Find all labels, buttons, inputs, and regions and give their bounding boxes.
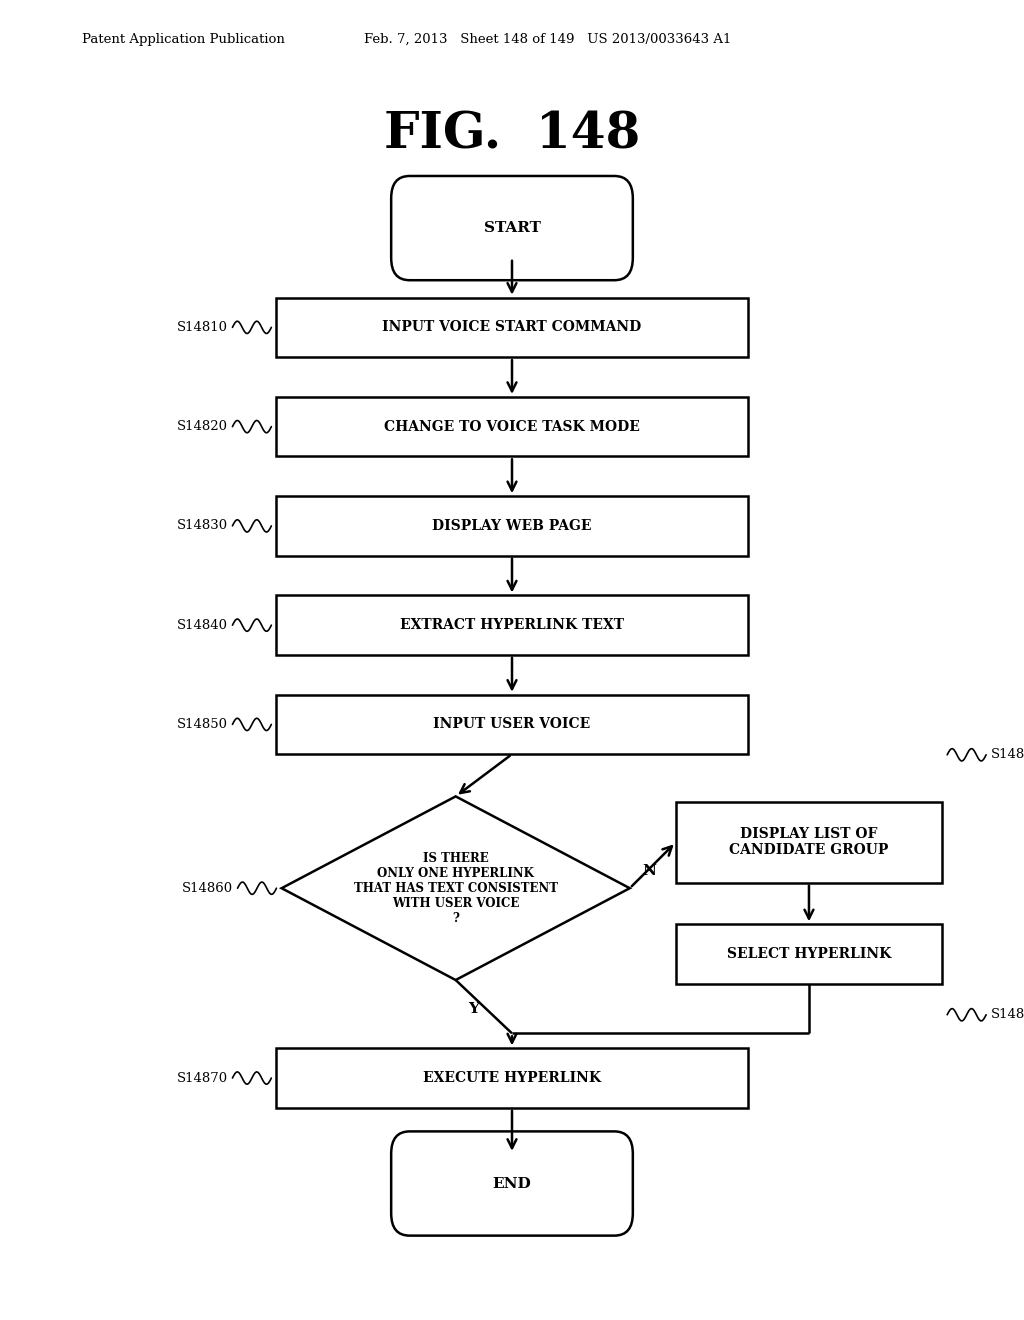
Text: INPUT USER VOICE: INPUT USER VOICE [433, 717, 591, 731]
FancyBboxPatch shape [276, 496, 748, 556]
Text: S14820: S14820 [177, 420, 228, 433]
Text: S14840: S14840 [177, 619, 228, 632]
FancyBboxPatch shape [391, 1131, 633, 1236]
FancyBboxPatch shape [391, 176, 633, 280]
Text: Patent Application Publication: Patent Application Publication [82, 33, 285, 46]
Text: EXTRACT HYPERLINK TEXT: EXTRACT HYPERLINK TEXT [400, 618, 624, 632]
Text: Feb. 7, 2013   Sheet 148 of 149   US 2013/0033643 A1: Feb. 7, 2013 Sheet 148 of 149 US 2013/00… [364, 33, 731, 46]
Text: CHANGE TO VOICE TASK MODE: CHANGE TO VOICE TASK MODE [384, 420, 640, 434]
Text: S14870: S14870 [177, 1072, 228, 1085]
FancyBboxPatch shape [276, 1048, 748, 1107]
Text: SELECT HYPERLINK: SELECT HYPERLINK [727, 946, 891, 961]
Text: N: N [642, 865, 656, 878]
Text: FIG.  148: FIG. 148 [384, 111, 640, 160]
Text: END: END [493, 1176, 531, 1191]
Text: DISPLAY LIST OF
CANDIDATE GROUP: DISPLAY LIST OF CANDIDATE GROUP [729, 828, 889, 858]
Text: DISPLAY WEB PAGE: DISPLAY WEB PAGE [432, 519, 592, 533]
Text: IS THERE
ONLY ONE HYPERLINK
THAT HAS TEXT CONSISTENT
WITH USER VOICE
?: IS THERE ONLY ONE HYPERLINK THAT HAS TEX… [353, 851, 558, 925]
Text: S14890: S14890 [991, 1008, 1024, 1022]
FancyBboxPatch shape [676, 924, 942, 983]
FancyBboxPatch shape [276, 397, 748, 457]
Text: S14810: S14810 [177, 321, 228, 334]
Text: S14830: S14830 [177, 519, 228, 532]
Text: INPUT VOICE START COMMAND: INPUT VOICE START COMMAND [382, 321, 642, 334]
Text: S14880: S14880 [991, 748, 1024, 762]
Text: Y: Y [468, 1002, 479, 1016]
FancyBboxPatch shape [276, 297, 748, 358]
FancyBboxPatch shape [276, 694, 748, 754]
Text: S14860: S14860 [182, 882, 233, 895]
FancyBboxPatch shape [276, 595, 748, 655]
Polygon shape [282, 796, 630, 979]
Text: EXECUTE HYPERLINK: EXECUTE HYPERLINK [423, 1071, 601, 1085]
Text: S14850: S14850 [177, 718, 228, 731]
FancyBboxPatch shape [676, 803, 942, 883]
Text: START: START [483, 220, 541, 235]
